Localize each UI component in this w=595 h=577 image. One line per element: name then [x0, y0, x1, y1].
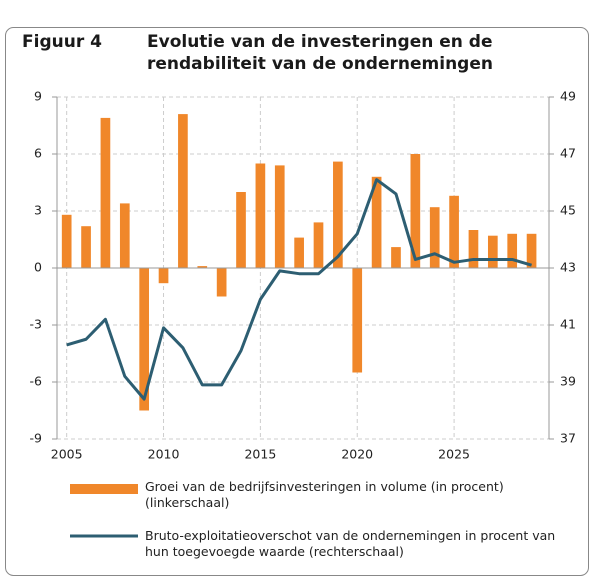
- bar: [313, 222, 324, 268]
- bar: [410, 154, 421, 268]
- x-tick-label: 2020: [341, 447, 373, 462]
- bar: [333, 161, 343, 268]
- bar: [197, 266, 208, 268]
- bar: [61, 214, 72, 268]
- bar: [468, 230, 479, 268]
- x-tick-label: 2025: [438, 447, 470, 462]
- y2-tick-label: 39: [560, 374, 576, 389]
- bar: [81, 226, 91, 268]
- y2-tick-label: 47: [560, 146, 576, 161]
- bar: [371, 176, 382, 268]
- bar: [158, 268, 169, 284]
- legend-swatch: [70, 484, 138, 494]
- bar: [274, 165, 285, 268]
- line: [66, 178, 532, 401]
- x-tick-label: 2005: [51, 447, 83, 462]
- y-tick-label: 9: [34, 89, 42, 104]
- y2-tick-label: 37: [560, 431, 576, 446]
- bar: [255, 163, 266, 268]
- bar: [429, 207, 440, 268]
- bar: [139, 268, 150, 411]
- bar: [487, 235, 498, 268]
- frame: [5, 27, 589, 576]
- y-tick-label: 0: [34, 260, 42, 275]
- y-tick-label: -9: [30, 431, 43, 446]
- bar: [236, 192, 246, 268]
- bar: [119, 203, 130, 268]
- legend-label: Groei van de bedrijfsinvesteringen in vo…: [145, 479, 504, 510]
- bar: [449, 195, 459, 268]
- y2-tick-label: 41: [560, 317, 576, 332]
- x-tick-label: 2010: [148, 447, 180, 462]
- x-tick-label: 2015: [244, 447, 276, 462]
- y2-tick-label: 43: [560, 260, 576, 275]
- bar: [507, 233, 518, 268]
- legend-label: Bruto-exploitatieoverschot van de ondern…: [145, 528, 556, 559]
- bar: [391, 247, 401, 268]
- y2-tick-label: 49: [560, 89, 576, 104]
- y-tick-label: -6: [30, 374, 43, 389]
- bar: [294, 237, 304, 268]
- figure-label: Figuur 4: [22, 32, 102, 52]
- bar: [352, 268, 363, 373]
- bar: [526, 233, 537, 268]
- y-tick-label: 3: [34, 203, 42, 218]
- bar: [216, 268, 227, 297]
- y-tick-label: -3: [30, 317, 42, 332]
- bar: [178, 114, 188, 268]
- y-tick-label: 6: [34, 146, 42, 161]
- chart-title: Evolutie van de investeringen en de rend…: [147, 32, 493, 74]
- y2-tick-label: 45: [560, 203, 576, 218]
- bar: [100, 117, 111, 269]
